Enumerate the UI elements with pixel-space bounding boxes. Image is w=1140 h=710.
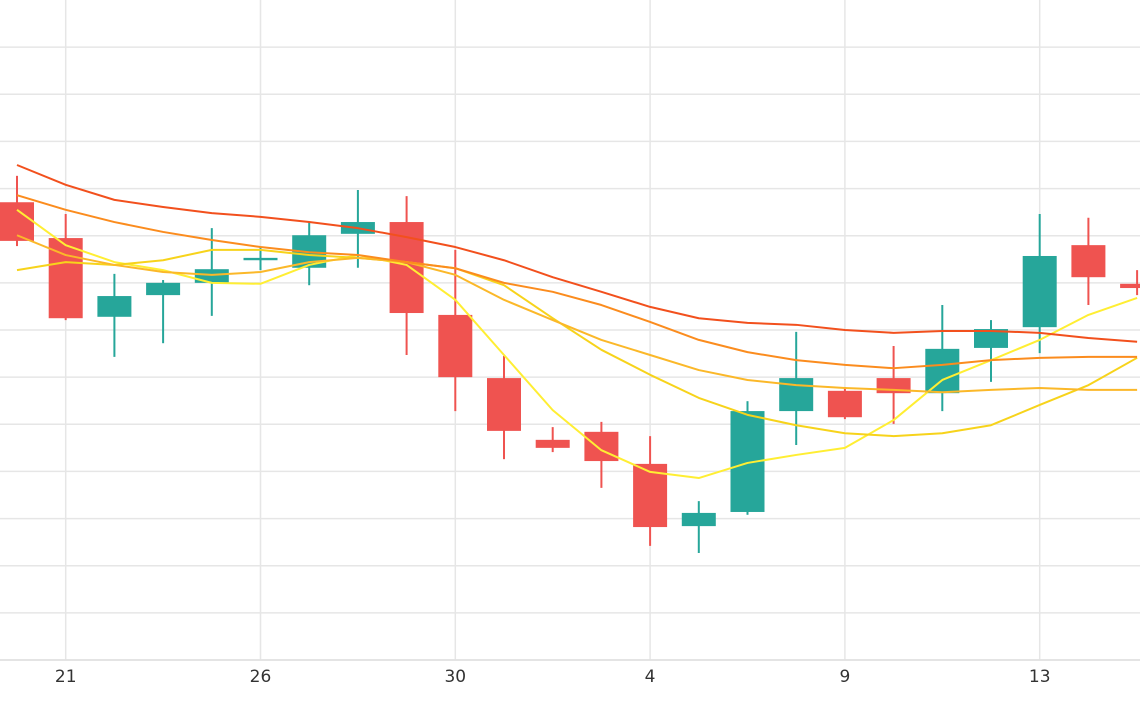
x-tick-label: 21 bbox=[55, 667, 77, 687]
moving-average-line bbox=[16, 194, 1138, 370]
candle-body bbox=[243, 257, 278, 261]
candle-body bbox=[633, 463, 668, 528]
candle-body bbox=[535, 439, 570, 448]
candle-body bbox=[0, 202, 34, 241]
candle-body bbox=[1022, 255, 1057, 328]
candle-body bbox=[1071, 245, 1106, 278]
candle-body bbox=[681, 512, 716, 527]
candle-body bbox=[487, 378, 521, 431]
moving-average-line bbox=[16, 234, 1138, 394]
moving-average-line bbox=[16, 208, 1138, 480]
x-tick-label: 9 bbox=[839, 667, 850, 687]
plot-area bbox=[0, 164, 1140, 553]
candle-body bbox=[974, 329, 1008, 348]
candle-body bbox=[584, 431, 619, 462]
candle-body bbox=[438, 314, 473, 378]
candle-body bbox=[925, 348, 960, 394]
x-axis: 21 26 30 4 9 13 bbox=[0, 659, 1140, 687]
candle-body bbox=[146, 282, 181, 296]
x-tick-label: 26 bbox=[250, 667, 272, 687]
candle-body bbox=[827, 390, 862, 418]
moving-average-line bbox=[16, 164, 1138, 343]
candle-body bbox=[97, 296, 132, 317]
moving-average-line bbox=[16, 248, 1138, 438]
candle-body bbox=[194, 269, 229, 283]
x-tick-label: 13 bbox=[1029, 667, 1051, 687]
candle-body bbox=[1120, 283, 1140, 289]
x-tick-label: 30 bbox=[444, 667, 466, 687]
x-tick-label: 4 bbox=[645, 667, 656, 687]
